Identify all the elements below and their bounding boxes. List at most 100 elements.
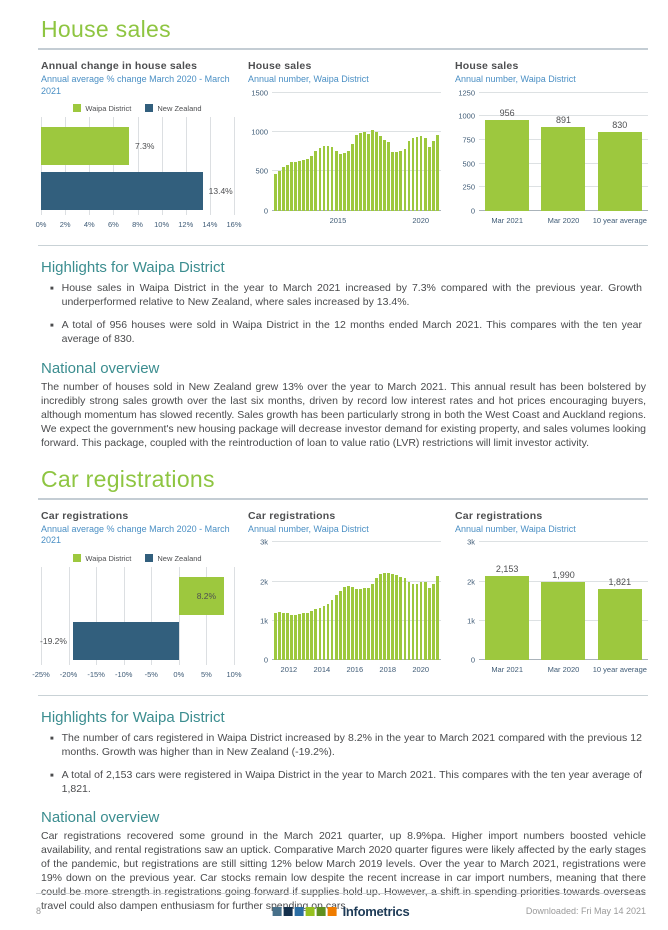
gridline — [41, 117, 42, 216]
overview-heading: National overview — [41, 359, 160, 377]
x-tick-label: 0% — [35, 220, 47, 230]
bullet-icon: ■ — [50, 286, 54, 293]
bar — [485, 120, 530, 211]
legend-item: Waipa District — [73, 553, 131, 563]
bar-value-label: 956 — [499, 108, 515, 119]
bar — [419, 582, 423, 661]
x-axis: -25% -20% -15% -10% -5% 0% 5% 10% — [32, 669, 241, 681]
bar-value-label: 1,990 — [552, 570, 575, 580]
page-footer: 8 Infometrics Downloaded: Fri May 14 202… — [36, 893, 646, 919]
highlights-list: ■ House sales in Waipa District in the y… — [50, 282, 648, 346]
bar — [358, 588, 362, 661]
legend-item: Waipa District — [73, 104, 131, 113]
x-tick-label: 2018 — [379, 665, 397, 675]
gridline — [161, 117, 163, 216]
chart-plot: 0 1k 2k 3k — [260, 538, 441, 665]
y-tick-label: 0 — [263, 655, 268, 665]
bar — [391, 574, 395, 661]
gridline — [68, 566, 70, 665]
bar — [298, 160, 302, 211]
bar — [274, 173, 277, 211]
bar — [375, 577, 378, 661]
y-tick-label: 1000 — [251, 127, 268, 137]
legend-label: Waipa District — [85, 104, 132, 114]
gridline — [234, 117, 235, 216]
gridline — [272, 131, 441, 133]
x-tick-label: 2015 — [329, 215, 347, 225]
bar — [358, 133, 362, 211]
chart-subtitle: Annual number, Waipa District — [455, 74, 576, 84]
chart-subtitle: Annual number, Waipa District — [455, 523, 576, 534]
x-tick-label: 4% — [83, 220, 95, 230]
bar — [363, 588, 366, 661]
bar — [306, 158, 310, 211]
bar — [379, 135, 383, 211]
bar — [403, 149, 407, 211]
bar — [391, 151, 395, 211]
gridline — [113, 117, 115, 216]
chart-title: House sales — [248, 60, 312, 72]
chart-house-trend: House sales Annual number, Waipa District… — [248, 60, 441, 231]
x-tick-label: 2014 — [313, 665, 331, 675]
bar — [431, 141, 435, 211]
bar — [435, 575, 439, 661]
logo-square-icon — [294, 906, 304, 916]
bar — [407, 140, 411, 211]
page-number: 8 — [36, 906, 42, 916]
legend-swatch-icon — [73, 104, 82, 113]
y-tick-label: 0 — [470, 655, 475, 665]
bar — [415, 137, 419, 211]
y-tick-label: 2k — [467, 577, 475, 587]
bar — [541, 126, 586, 211]
logo-square-icon — [283, 906, 293, 916]
bar — [387, 141, 391, 211]
chart-car-annual-change: Car registrations Annual average % change… — [32, 510, 241, 681]
gridline — [479, 91, 648, 93]
highlights-heading: Highlights for Waipa District — [41, 708, 225, 726]
bar-group: 830 — [592, 93, 648, 211]
y-tick-label: 1k — [260, 616, 268, 626]
y-tick-label: 0 — [263, 206, 268, 216]
bar — [302, 159, 306, 211]
gridline — [89, 117, 91, 216]
gridline — [234, 566, 235, 665]
gridline — [123, 566, 125, 665]
x-axis: Mar 2021 Mar 2020 10 year average — [479, 665, 648, 674]
chart-subtitle: Annual average % change March 2020 - Mar… — [41, 74, 230, 96]
bar — [310, 156, 314, 211]
y-tick-label: 1000 — [458, 111, 475, 121]
bullet-text: A total of 956 houses were sold in Waipa… — [61, 319, 642, 345]
bar — [395, 575, 399, 661]
logo-square-icon — [305, 906, 315, 916]
chart-title: Annual change in house sales — [41, 60, 198, 72]
bar — [326, 603, 330, 661]
legend-swatch-icon — [145, 104, 154, 113]
gridline — [479, 115, 648, 117]
bullet-text: House sales in Waipa District in the yea… — [61, 282, 642, 309]
y-tick-label: 2k — [260, 577, 268, 587]
list-item: ■ House sales in Waipa District in the y… — [50, 282, 648, 310]
y-tick-label: 1500 — [251, 88, 268, 98]
x-tick-label: 0% — [173, 669, 185, 679]
bar — [282, 612, 285, 661]
bar — [350, 587, 354, 661]
bar — [387, 573, 391, 661]
x-tick-label: -5% — [144, 669, 158, 679]
bar — [427, 146, 431, 211]
chart-car-trend: Car registrations Annual number, Waipa Di… — [248, 510, 441, 681]
bar — [290, 162, 293, 211]
bar — [541, 582, 586, 661]
gridline — [65, 117, 67, 216]
y-tick-label: 1k — [467, 616, 475, 626]
bar — [274, 613, 277, 661]
gridline — [272, 580, 441, 582]
title-rule — [38, 497, 648, 500]
bar — [346, 150, 350, 211]
chart-title: House sales — [455, 60, 519, 72]
gridline — [479, 541, 648, 543]
x-tick-label: -20% — [59, 669, 78, 679]
bars: 2,153 1,990 1,821 — [479, 542, 648, 661]
y-tick-label: 0 — [470, 206, 475, 216]
bar — [367, 133, 370, 211]
bar — [411, 138, 415, 211]
